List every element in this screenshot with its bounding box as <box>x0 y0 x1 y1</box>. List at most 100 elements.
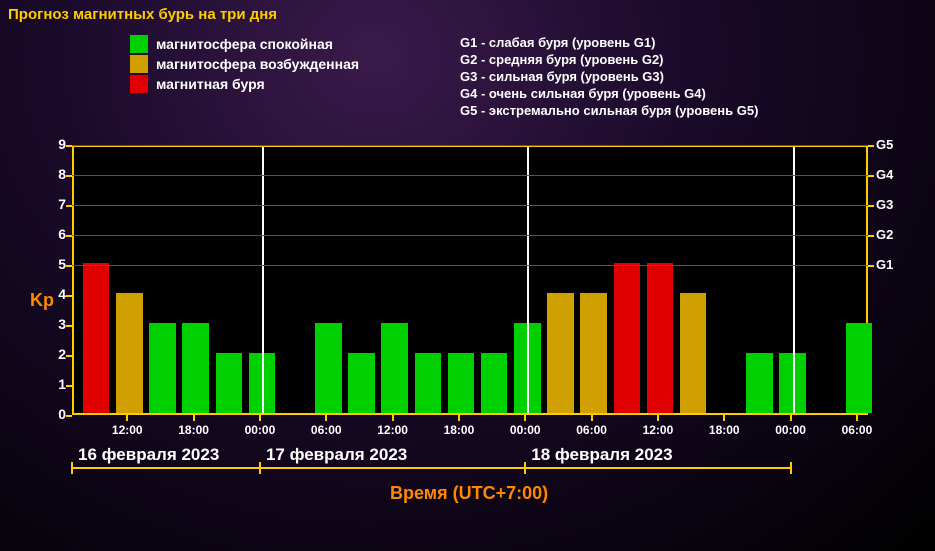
date-range-line <box>72 467 260 469</box>
y-tick-left: 1 <box>46 376 66 392</box>
y-tick-right: G2 <box>876 227 893 242</box>
date-label: 18 февраля 2023 <box>531 445 672 465</box>
y-tick-left: 9 <box>46 136 66 152</box>
x-tick-mark <box>657 415 659 421</box>
legend-label: магнитная буря <box>156 76 265 92</box>
date-label: 17 февраля 2023 <box>266 445 407 465</box>
bar <box>182 323 209 413</box>
y-tick-left: 4 <box>46 286 66 302</box>
x-tick-label: 18:00 <box>444 423 475 437</box>
bar <box>116 293 143 413</box>
y-tick-mark-right <box>868 235 874 237</box>
bar <box>580 293 607 413</box>
bar <box>315 323 342 413</box>
y-tick-left: 6 <box>46 226 66 242</box>
legend-item: магнитная буря <box>130 75 460 93</box>
grid-line <box>72 205 868 206</box>
page-title: Прогноз магнитных бурь на три дня <box>0 0 935 29</box>
bar <box>381 323 408 413</box>
y-tick-mark <box>66 355 72 357</box>
legend-label: магнитосфера спокойная <box>156 36 333 52</box>
x-tick-mark <box>458 415 460 421</box>
grid-line <box>72 145 868 146</box>
x-tick-mark <box>723 415 725 421</box>
bar <box>614 263 641 413</box>
y-tick-mark-right <box>868 265 874 267</box>
x-tick-label: 12:00 <box>377 423 408 437</box>
x-tick-mark <box>856 415 858 421</box>
legend-right-line: G3 - сильная буря (уровень G3) <box>460 69 758 86</box>
chart-plot <box>72 145 868 415</box>
bar <box>647 263 674 413</box>
bar <box>415 353 442 413</box>
legend-item: магнитосфера возбужденная <box>130 55 460 73</box>
day-separator <box>262 147 264 413</box>
bar <box>348 353 375 413</box>
legend-item: магнитосфера спокойная <box>130 35 460 53</box>
bar <box>680 293 707 413</box>
y-tick-right: G3 <box>876 197 893 212</box>
bar <box>846 323 873 413</box>
x-tick-label: 00:00 <box>775 423 806 437</box>
legend-right-line: G1 - слабая буря (уровень G1) <box>460 35 758 52</box>
bar <box>547 293 574 413</box>
y-tick-right: G5 <box>876 137 893 152</box>
date-range-tick <box>259 462 261 474</box>
y-tick-mark-right <box>868 145 874 147</box>
bar <box>481 353 508 413</box>
date-range-tick <box>524 462 526 474</box>
date-range-line <box>525 467 790 469</box>
y-tick-right: G1 <box>876 257 893 272</box>
x-tick-mark <box>259 415 261 421</box>
y-tick-right: G4 <box>876 167 893 182</box>
date-label: 16 февраля 2023 <box>78 445 219 465</box>
legend-right-line: G4 - очень сильная буря (уровень G4) <box>460 86 758 103</box>
bar-series <box>74 147 866 413</box>
x-tick-mark <box>392 415 394 421</box>
grid-line <box>72 235 868 236</box>
x-tick-label: 12:00 <box>112 423 143 437</box>
grid-line <box>72 265 868 266</box>
date-range-line <box>260 467 525 469</box>
x-tick-label: 06:00 <box>311 423 342 437</box>
x-tick-mark <box>193 415 195 421</box>
day-separator <box>793 147 795 413</box>
y-tick-left: 3 <box>46 316 66 332</box>
y-tick-mark <box>66 295 72 297</box>
x-tick-label: 06:00 <box>576 423 607 437</box>
y-tick-mark-right <box>868 175 874 177</box>
y-tick-left: 0 <box>46 406 66 422</box>
y-tick-mark-right <box>868 205 874 207</box>
legend-right-line: G5 - экстремально сильная буря (уровень … <box>460 103 758 120</box>
y-tick-mark <box>66 325 72 327</box>
x-tick-label: 06:00 <box>842 423 873 437</box>
legend: магнитосфера спокойная магнитосфера возбу… <box>0 29 935 119</box>
x-tick-mark <box>325 415 327 421</box>
legend-right: G1 - слабая буря (уровень G1)G2 - средня… <box>460 35 758 119</box>
legend-left: магнитосфера спокойная магнитосфера возбу… <box>130 35 460 119</box>
bar <box>149 323 176 413</box>
bar <box>746 353 773 413</box>
x-axis-label: Время (UTC+7:00) <box>390 483 548 504</box>
x-tick-label: 18:00 <box>709 423 740 437</box>
x-tick-label: 18:00 <box>178 423 209 437</box>
bar <box>448 353 475 413</box>
x-tick-mark <box>790 415 792 421</box>
legend-swatch <box>130 75 148 93</box>
y-tick-left: 5 <box>46 256 66 272</box>
y-tick-left: 2 <box>46 346 66 362</box>
y-tick-left: 8 <box>46 166 66 182</box>
legend-swatch <box>130 35 148 53</box>
x-tick-mark <box>126 415 128 421</box>
bar <box>83 263 110 413</box>
x-tick-label: 00:00 <box>245 423 276 437</box>
grid-line <box>72 175 868 176</box>
y-tick-left: 7 <box>46 196 66 212</box>
date-range-tick <box>790 462 792 474</box>
x-tick-label: 00:00 <box>510 423 541 437</box>
bar <box>216 353 243 413</box>
y-tick-mark <box>66 385 72 387</box>
legend-right-line: G2 - средняя буря (уровень G2) <box>460 52 758 69</box>
x-tick-label: 12:00 <box>643 423 674 437</box>
date-range-tick <box>71 462 73 474</box>
